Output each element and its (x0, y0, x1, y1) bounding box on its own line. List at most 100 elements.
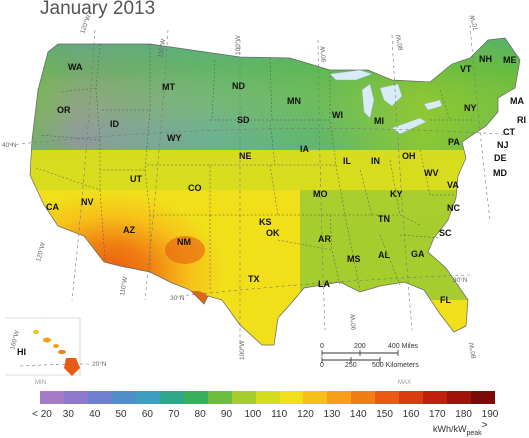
state-label-sd: SD (237, 115, 250, 125)
lon-120-label-s: 120°W (34, 241, 47, 263)
state-label-co: CO (188, 183, 202, 193)
state-label-vt: VT (460, 64, 472, 74)
state-label-ny: NY (464, 103, 477, 113)
state-label-ut: UT (130, 174, 142, 184)
legend-swatch (207, 391, 232, 404)
lon-80-label: 80°W (394, 33, 405, 51)
lon-120-label: 120°W (78, 13, 93, 35)
legend-swatch (63, 391, 88, 404)
state-label-nd: ND (232, 81, 245, 91)
legend-ticks: < 20 30 40 50 60 70 80 90 100 110 120 130 140 150 160 1… (30, 409, 498, 431)
state-label-nj: NJ (497, 140, 509, 150)
state-label-va: VA (447, 180, 459, 190)
state-label-ok: OK (266, 228, 280, 238)
state-label-ga: GA (411, 249, 425, 259)
lat-30-label-e: 30°N (453, 276, 468, 284)
legend-swatch (399, 391, 424, 404)
state-label-ne: NE (239, 151, 252, 161)
legend-tick-label: 160 (402, 409, 420, 420)
state-label-de: DE (494, 153, 507, 163)
lon-100-label-s: 100°W (238, 340, 246, 360)
state-label-az: AZ (123, 225, 135, 235)
lat-40-label: 40°N (2, 141, 17, 149)
scale-bar: 0 200 400 Miles 0 250 500 Kilometers (318, 343, 428, 376)
scale-km-250: 250 (345, 362, 357, 369)
state-labels: WA OR ID MT ND MN WI MI NY VT NH ME MA R… (17, 54, 526, 357)
legend-unit: kWh/kWpeak (433, 424, 482, 437)
legend-tick-label: 100 (244, 409, 262, 420)
state-label-wy: WY (167, 133, 182, 143)
state-label-mt: MT (162, 82, 175, 92)
state-label-ky: KY (390, 189, 403, 199)
legend-swatch (255, 391, 280, 404)
legend-swatch (351, 391, 376, 404)
legend-swatch (183, 391, 208, 404)
legend-tick-label: 120 (297, 409, 314, 420)
state-label-ar: AR (318, 234, 331, 244)
state-label-id: ID (110, 119, 120, 129)
state-label-tx: TX (248, 274, 260, 284)
state-label-ca: CA (46, 202, 59, 212)
legend-tick-label: 60 (141, 409, 153, 420)
lon-110-label: 110°W (156, 37, 167, 58)
legend-swatch (375, 391, 400, 404)
lon-90-label-s: 90°W (349, 313, 358, 330)
state-label-wa: WA (68, 62, 83, 72)
legend-tick-label: 30 (62, 409, 74, 420)
legend-tick-label: 40 (89, 409, 101, 420)
state-label-al: AL (378, 250, 390, 260)
legend-swatch (231, 391, 256, 404)
lon-110-label-s: 110°W (118, 275, 129, 296)
state-label-me: ME (503, 55, 517, 65)
state-label-or: OR (57, 105, 71, 115)
legend-swatch (279, 391, 304, 404)
scale-miles-200: 200 (354, 343, 366, 350)
state-label-ms: MS (347, 254, 361, 264)
scale-miles-400: 400 Miles (388, 343, 418, 350)
legend-tick-label: 80 (194, 409, 206, 420)
legend-tick-label: 130 (323, 409, 341, 420)
state-label-mo: MO (313, 189, 328, 199)
hawaii-inset (5, 317, 91, 376)
map-title: January 2013 (40, 0, 156, 19)
state-label-pa: PA (448, 137, 460, 147)
state-label-oh: OH (402, 151, 416, 161)
legend-swatch (159, 391, 184, 404)
scale-km-500: 500 Kilometers (372, 362, 419, 369)
legend-swatch (471, 391, 496, 404)
legend-swatch (423, 391, 448, 404)
state-label-mn: MN (287, 96, 301, 106)
lon-100-label: 100°W (234, 35, 242, 55)
state-label-hi: HI (17, 347, 26, 357)
legend-tick-label: 50 (115, 409, 127, 420)
legend-swatch (111, 391, 136, 404)
legend-min-label: MIN (35, 380, 46, 386)
scale-km-0: 0 (320, 362, 324, 369)
legend-tick-label: 190 > (481, 409, 499, 431)
state-label-ri: RI (517, 115, 526, 125)
legend-swatch (135, 391, 160, 404)
state-label-wi: WI (332, 110, 343, 120)
legend-swatch (447, 391, 472, 404)
lat-20-label: 20°N (92, 360, 107, 368)
legend-tick-label: 170 (428, 409, 446, 420)
state-label-il: IL (343, 156, 352, 166)
state-label-ia: IA (300, 144, 310, 154)
legend-swatch (303, 391, 328, 404)
state-label-in: IN (371, 156, 380, 166)
state-label-wv: WV (424, 168, 439, 178)
state-label-fl: FL (440, 295, 451, 305)
state-label-tn: TN (378, 214, 390, 224)
legend-unit-main: kWh/kW (433, 424, 467, 434)
legend-color-bar (40, 391, 496, 404)
legend-tick-label: < 20 (32, 409, 52, 420)
lat-30-label: 30°N (170, 294, 185, 302)
state-label-nc: NC (447, 203, 460, 213)
great-lakes (329, 69, 443, 135)
state-label-ma: MA (510, 96, 524, 106)
legend-tick-label: 110 (271, 409, 288, 420)
state-label-nv: NV (81, 197, 94, 207)
legend-tick-label: 150 (376, 409, 393, 420)
state-boundaries (35, 43, 475, 291)
